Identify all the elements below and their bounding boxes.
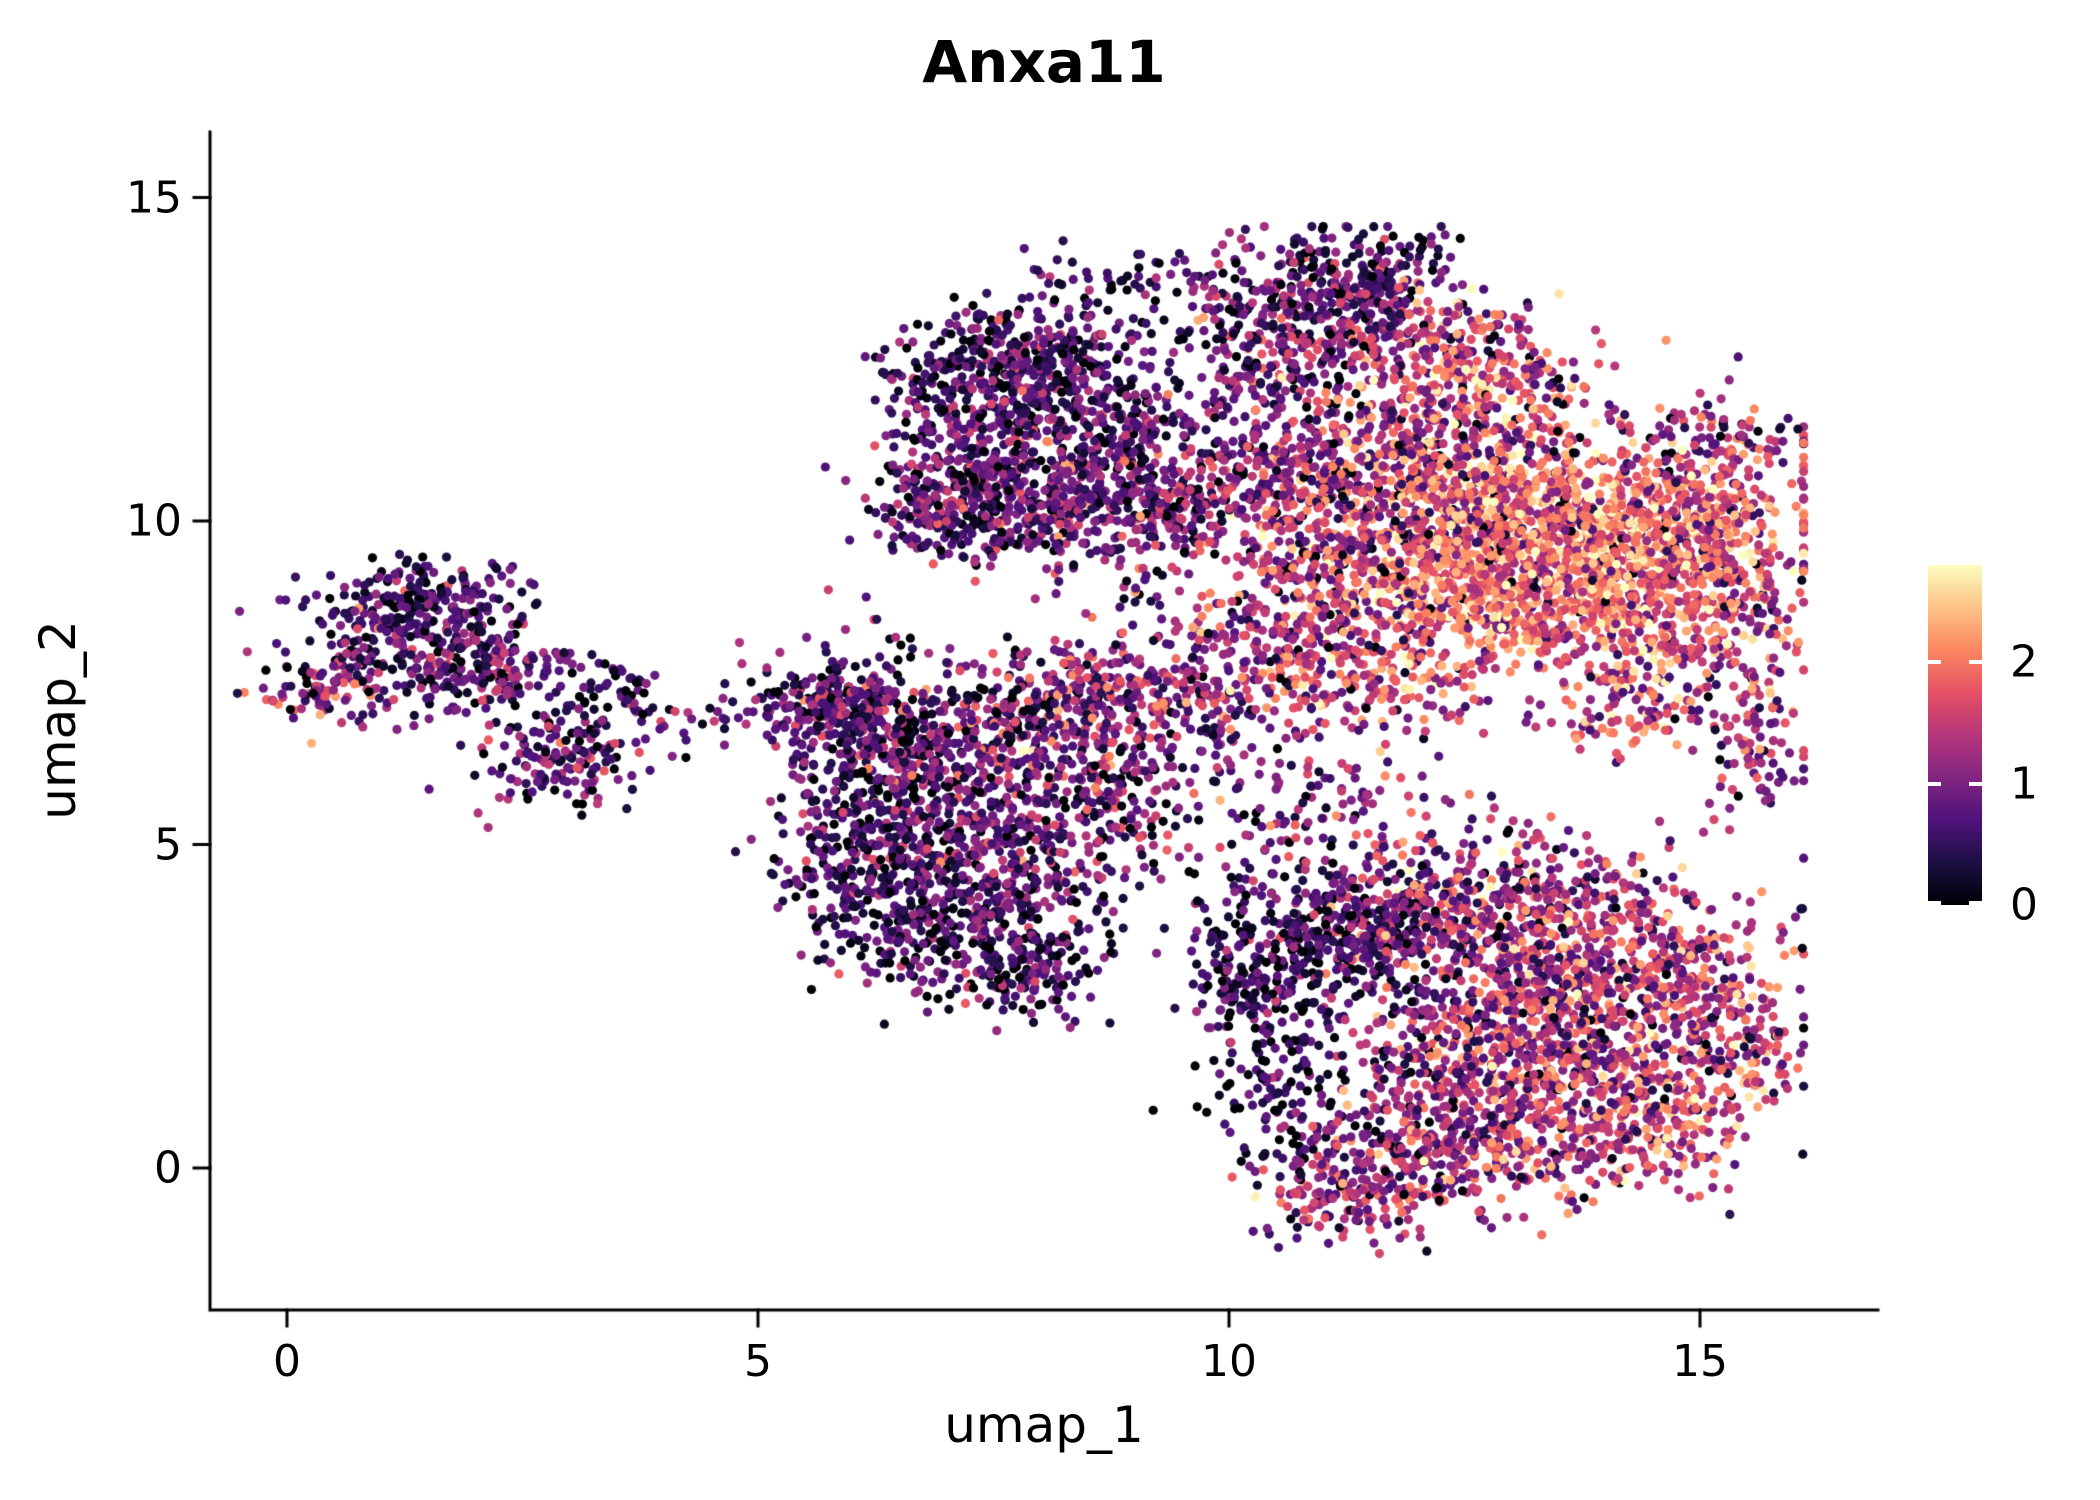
y-tick-label: 10 (126, 495, 182, 547)
x-tick-label: 15 (1672, 1336, 1728, 1387)
colorbar-tick-label: 0 (2010, 879, 2038, 931)
colorbar-tick-mark (1928, 660, 1941, 665)
colorbar (1928, 565, 1982, 905)
colorbar-tick-mark (1928, 901, 1941, 905)
colorbar-tick-mark (1928, 781, 1941, 786)
colorbar-tick-label: 2 (2010, 636, 2038, 688)
x-tick-label: 10 (1201, 1336, 1257, 1387)
colorbar-tick-mark (1969, 660, 1982, 665)
y-tick-label: 15 (126, 172, 182, 223)
plot-title: Anxa11 (922, 28, 1166, 96)
y-tick-label: 5 (154, 819, 182, 870)
x-tick-label: 0 (273, 1336, 301, 1387)
colorbar-tick-mark (1969, 781, 1982, 786)
x-tick-label: 5 (744, 1336, 772, 1387)
y-axis-title: umap_2 (29, 620, 87, 820)
x-axis-title: umap_1 (944, 1396, 1144, 1454)
y-tick-label: 0 (154, 1142, 182, 1194)
colorbar-gradient (1928, 565, 1982, 905)
colorbar-tick-label: 1 (2010, 758, 2038, 810)
colorbar-tick-mark (1969, 901, 1982, 905)
